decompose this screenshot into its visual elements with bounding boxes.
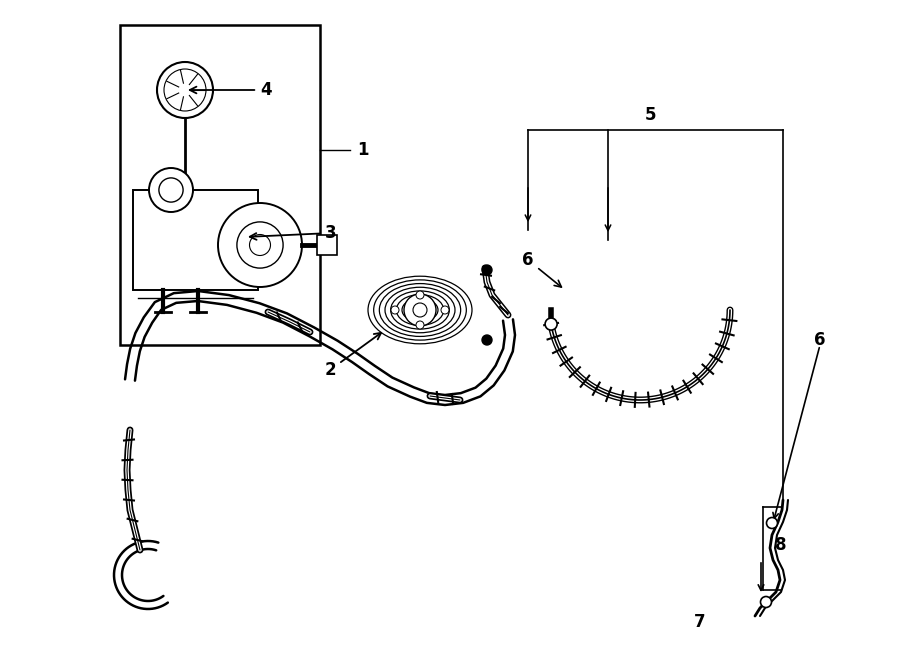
Circle shape — [237, 222, 284, 268]
Circle shape — [149, 168, 193, 212]
Text: 7: 7 — [694, 613, 706, 631]
Text: 2: 2 — [324, 333, 381, 379]
Circle shape — [416, 291, 424, 299]
Bar — [317, 235, 337, 255]
Circle shape — [404, 294, 436, 326]
Text: 8: 8 — [775, 536, 787, 554]
Circle shape — [218, 203, 302, 287]
Bar — [120, 25, 320, 345]
Ellipse shape — [385, 288, 455, 332]
Circle shape — [767, 518, 778, 529]
Circle shape — [482, 335, 492, 345]
Ellipse shape — [374, 280, 466, 340]
Circle shape — [416, 321, 424, 329]
Circle shape — [249, 235, 271, 256]
Circle shape — [164, 69, 206, 111]
Text: 3: 3 — [250, 224, 337, 242]
Ellipse shape — [368, 276, 472, 344]
Circle shape — [545, 318, 557, 330]
Circle shape — [482, 265, 492, 275]
Circle shape — [441, 306, 449, 314]
Text: 4: 4 — [190, 81, 272, 99]
Text: 6: 6 — [814, 331, 826, 349]
Text: 1: 1 — [357, 141, 368, 159]
Circle shape — [157, 62, 213, 118]
Circle shape — [159, 178, 183, 202]
Ellipse shape — [402, 298, 438, 322]
Circle shape — [760, 596, 771, 607]
Ellipse shape — [391, 291, 449, 329]
Text: 5: 5 — [644, 106, 656, 124]
Circle shape — [413, 303, 427, 317]
Circle shape — [391, 306, 399, 314]
Text: 6: 6 — [522, 251, 562, 287]
Ellipse shape — [396, 295, 444, 325]
Ellipse shape — [379, 284, 461, 336]
Bar — [133, 190, 258, 290]
